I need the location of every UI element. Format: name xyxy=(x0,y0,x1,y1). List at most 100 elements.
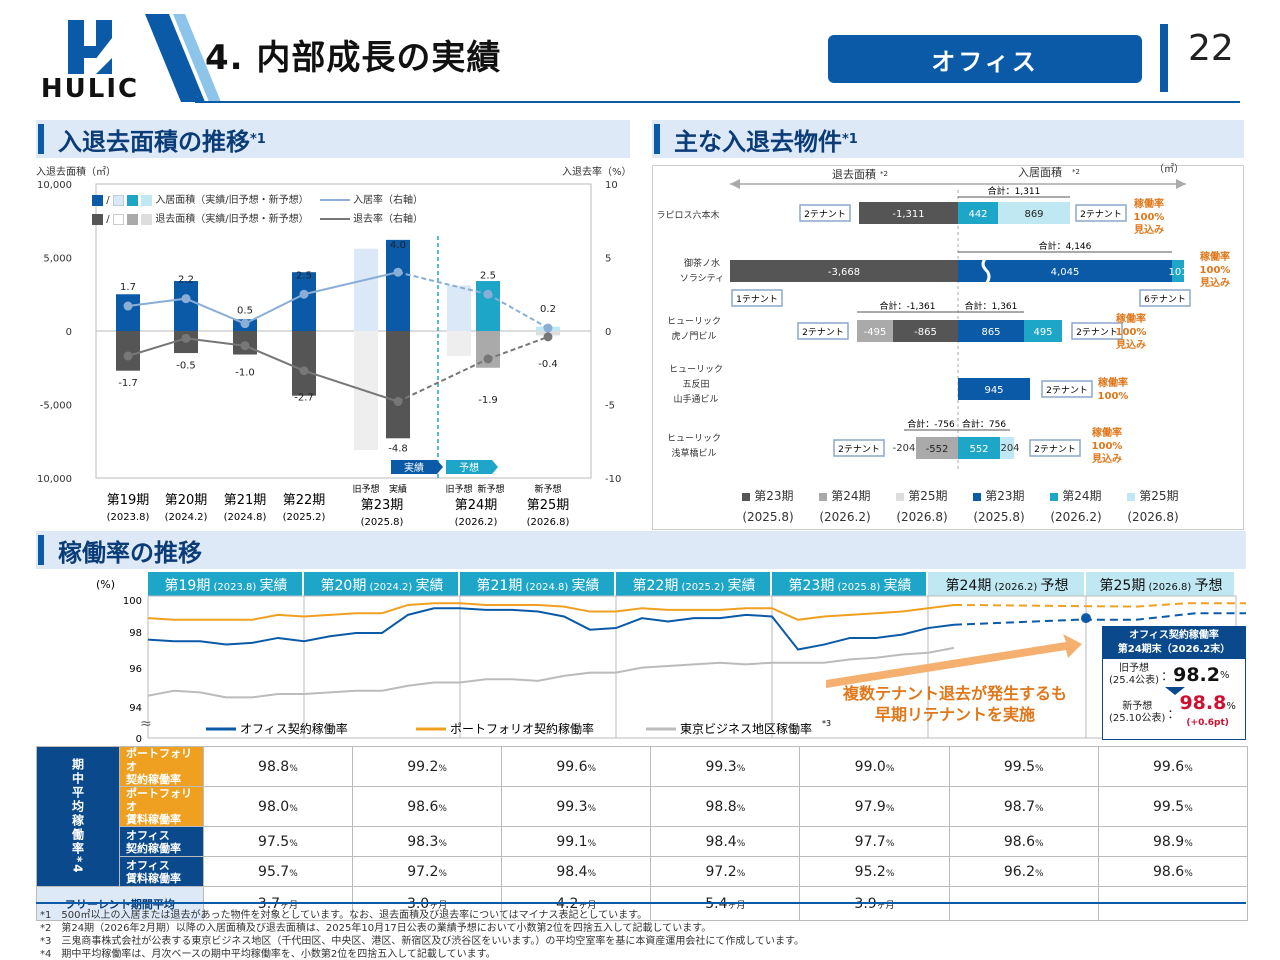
prop-bar-label: 442 xyxy=(968,209,987,220)
rate-out-label: -1.9 xyxy=(478,395,498,406)
table-cell: 98.4% xyxy=(650,826,801,857)
y-tick: 0 xyxy=(136,734,142,744)
period-header xyxy=(460,572,614,596)
table-cell: 98.8% xyxy=(202,746,354,787)
property-name: 御茶ノ水 xyxy=(684,257,720,269)
x-label: 第24期 xyxy=(455,498,498,513)
prop-bar-label: 204 xyxy=(1000,443,1019,454)
legend-date: (2026.2) xyxy=(819,510,871,524)
tag-shape xyxy=(446,460,498,474)
legend-swatch xyxy=(896,492,905,501)
legend-swatch xyxy=(1127,492,1136,501)
legend-sup: *3 xyxy=(822,719,831,728)
bar-out xyxy=(292,331,316,396)
out-label: 退去面積 xyxy=(832,167,876,181)
period-label: 第21期 (2024.8) 実績 xyxy=(477,577,600,594)
prop-bar xyxy=(958,437,1000,459)
rate-in-point xyxy=(240,319,250,329)
property-name: 虎ノ門ビル xyxy=(671,330,716,342)
rate-in-point xyxy=(393,267,403,277)
table-cell: 99.0% xyxy=(799,746,950,787)
period-label: 第22期 (2025.2) 実績 xyxy=(633,577,756,594)
x-date: (2026.8) xyxy=(527,517,570,528)
legend-period: 第24期 xyxy=(1062,489,1102,503)
rate-out-seg xyxy=(244,344,305,372)
y2-tick: -5 xyxy=(605,401,615,412)
page-number: 22 xyxy=(1188,28,1234,69)
x-label: 第20期 xyxy=(165,493,208,508)
table-cell: 97.2% xyxy=(351,856,503,887)
occupancy-note: 見込み xyxy=(1115,338,1146,351)
bar-in xyxy=(354,248,378,331)
rate-in-label: 4.0 xyxy=(390,240,406,251)
section-marker xyxy=(654,124,660,154)
total-label: 合計：1,361 xyxy=(965,300,1018,312)
footer-rule xyxy=(36,902,1246,904)
unit: （㎡） xyxy=(1154,163,1184,175)
table-cell: 97.2% xyxy=(650,856,801,887)
callout-header: オフィス契約稼働率 第24期末（2026.2末） xyxy=(1103,627,1245,659)
prop-bar xyxy=(958,320,1024,342)
bar-in xyxy=(447,285,471,331)
y2-tick: 10 xyxy=(605,180,618,191)
callout-old-label: 旧予想 (25.4公表) xyxy=(1109,663,1159,687)
prop-bar xyxy=(958,378,1030,400)
table-cell: 97.7% xyxy=(799,826,950,857)
area-chart-legend: / 入居面積（実績/旧予想・新予想） 入居率（右軸） / 退去面積（実績/旧予想… xyxy=(92,191,423,229)
legend-swatch xyxy=(92,194,103,206)
new-colon: ： xyxy=(1167,706,1180,721)
table-cell: 97.5% xyxy=(202,826,354,857)
table-cell: 96.2% xyxy=(948,856,1099,887)
break-mark-icon xyxy=(981,256,991,285)
x-label: 第21期 xyxy=(224,493,267,508)
footnote-4: *4 期中平均稼働率は、月次ベースの期中平均稼働率を、小数第2位を四捨五入して記… xyxy=(40,949,496,960)
property-name: ラピロス六本木 xyxy=(656,209,719,221)
section-title: 稼働率の推移 xyxy=(58,538,202,567)
new-pct: % xyxy=(1226,701,1236,712)
rate-in-seg xyxy=(397,271,489,296)
table-cell: 99.6% xyxy=(501,746,652,787)
table-cell: 98.8% xyxy=(650,786,801,827)
section-area-trend: 入退去面積の推移 *1 xyxy=(36,120,630,158)
rate-in-point xyxy=(543,323,553,333)
y-tick: 5,000 xyxy=(43,254,72,265)
in-tenant: 2テナント xyxy=(1080,209,1122,220)
total-label: 合計：-756 xyxy=(907,418,955,430)
arrow-annotation: 複数テナント退去が発生するも 早期リテナントを実施 xyxy=(820,683,1090,725)
occupancy-note: 稼働率 xyxy=(1092,426,1122,439)
rate-in-label: 2.2 xyxy=(178,275,194,286)
period-header xyxy=(772,572,926,596)
legend-label: ポートフォリオ契約稼働率 xyxy=(450,721,594,736)
period-label: 第19期 (2023.8) 実績 xyxy=(165,577,288,594)
portfolio-forecast-line xyxy=(953,602,1246,608)
period-label: 第25期 (2026.8) 予想 xyxy=(1100,577,1223,594)
forecast-point xyxy=(1081,613,1091,624)
bar-out xyxy=(386,331,410,439)
new-diff: (+0.6pt) xyxy=(1186,718,1229,728)
footnote-1: *1 500㎡以上の入居または退去があった物件を対象としています。なお、退去面積… xyxy=(40,910,648,921)
rate-out-label: -2.7 xyxy=(294,393,314,404)
callout-new-label: 新予想 (25.10公表) xyxy=(1109,701,1165,725)
table-cell: 98.3% xyxy=(351,826,503,857)
legend-date: (2026.2) xyxy=(1050,510,1102,524)
x-label: 第19期 xyxy=(107,493,150,508)
occupancy-note: 稼働率 xyxy=(1134,197,1164,210)
occupancy-note: 見込み xyxy=(1091,452,1122,465)
table-cell: 99.6% xyxy=(1097,746,1249,787)
in-tenant-box xyxy=(1041,380,1093,398)
out-tenant-box xyxy=(833,439,885,457)
bar-in xyxy=(174,281,198,331)
legend-row-in: / 入居面積（実績/旧予想・新予想） 入居率（右軸） xyxy=(92,191,423,210)
in-tenant-box xyxy=(1071,322,1123,340)
logo: HULIC xyxy=(40,18,140,104)
rate-out-label: -4.8 xyxy=(388,444,408,455)
section-marker xyxy=(38,535,44,565)
y-tick: 100 xyxy=(123,596,142,607)
x-date: (2024.8) xyxy=(224,512,267,523)
y2-tick: -10 xyxy=(605,474,621,485)
occupancy-note: 見込み xyxy=(1199,276,1230,289)
table-cell: 99.2% xyxy=(351,746,503,787)
legend-label: オフィス契約稼働率 xyxy=(240,721,348,736)
tag-label: 実績 xyxy=(404,461,424,474)
x-date: (2025.8) xyxy=(361,517,404,528)
